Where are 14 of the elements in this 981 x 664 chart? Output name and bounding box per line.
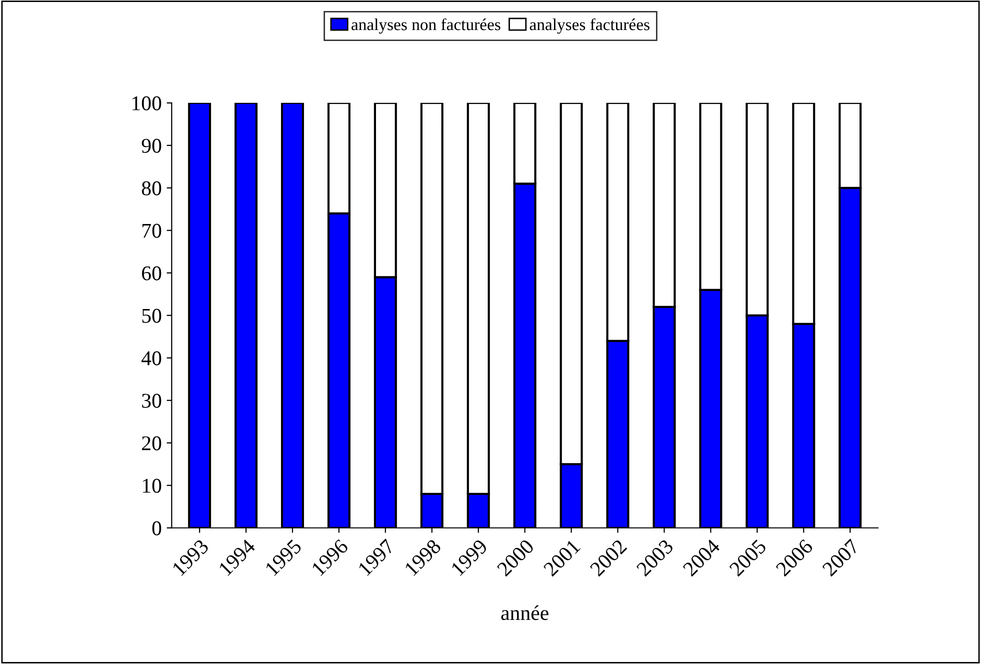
legend-label: analyses non facturées [352, 18, 500, 34]
y-tick-label: 30 [142, 394, 162, 408]
legend-label: analyses facturées [530, 18, 650, 34]
x-axis-title: année [501, 605, 548, 620]
y-tick-label: 60 [142, 266, 162, 280]
y-tick-label: 100 [132, 96, 162, 110]
y-tick-label: 40 [142, 351, 162, 366]
y-tick-label: 80 [142, 181, 162, 196]
y-tick-label: 50 [142, 308, 162, 323]
y-tick-label: 70 [142, 224, 162, 238]
y-tick-label: 0 [152, 521, 162, 536]
y-tick-label: 20 [142, 436, 162, 450]
y-tick-label: 90 [142, 138, 162, 153]
y-tick-label: 10 [142, 478, 162, 493]
